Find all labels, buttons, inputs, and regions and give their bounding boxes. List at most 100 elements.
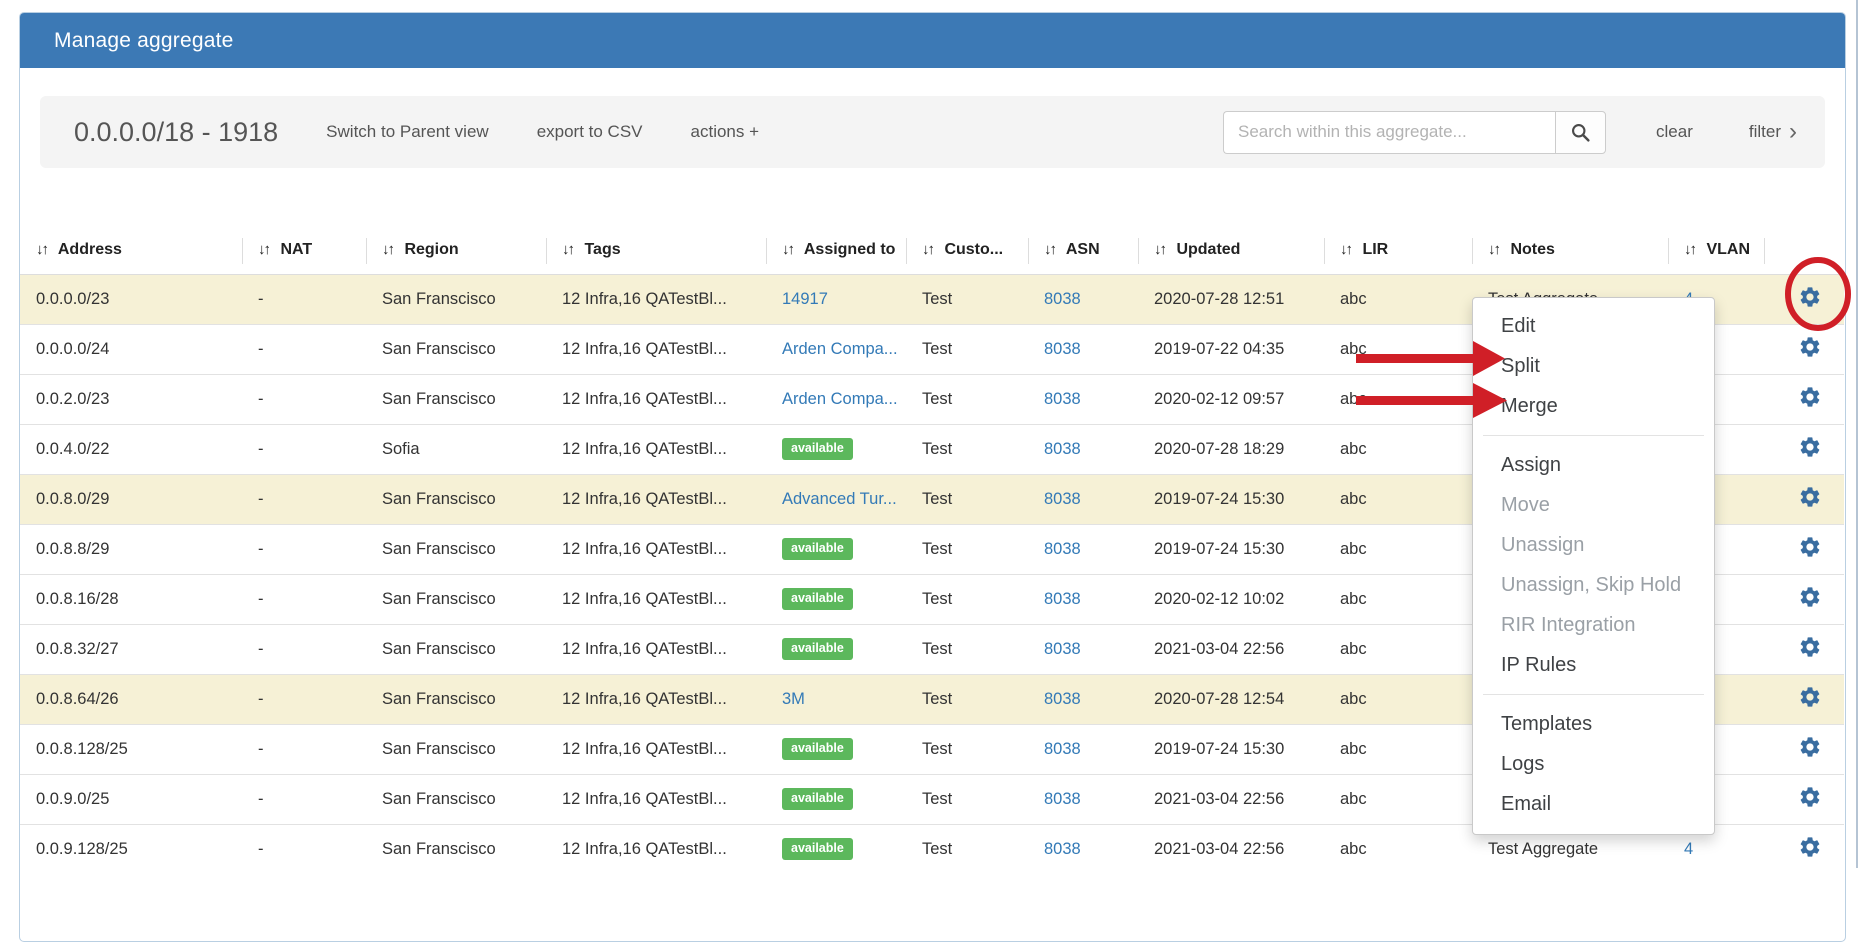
menu-item-email[interactable]: Email: [1501, 793, 1552, 815]
cell-region: San Franscisco: [366, 373, 546, 424]
assigned-to-link[interactable]: Advanced Tur...: [782, 489, 897, 508]
assigned-to-link[interactable]: 14917: [782, 289, 828, 308]
row-settings-gear-icon[interactable]: [1798, 685, 1822, 709]
asn-link[interactable]: 8038: [1044, 389, 1081, 408]
column-header-lir[interactable]: ↓↑ LIR: [1324, 227, 1472, 275]
asn-link[interactable]: 8038: [1044, 539, 1081, 558]
row-settings-gear-icon[interactable]: [1798, 385, 1822, 409]
chevron-right-icon: ›: [1789, 118, 1797, 145]
column-label: Custo...: [944, 241, 1004, 259]
actions-menu-button[interactable]: actions +: [690, 122, 760, 141]
row-settings-gear-icon[interactable]: [1798, 285, 1822, 309]
column-header-tags[interactable]: ↓↑ Tags: [546, 227, 766, 275]
cell-asn: 8038: [1028, 423, 1138, 474]
cell-lir: abc: [1324, 523, 1472, 574]
menu-item-ip-rules[interactable]: IP Rules: [1501, 654, 1577, 676]
export-csv-link[interactable]: export to CSV: [536, 122, 643, 141]
cell-actions: [1764, 623, 1844, 674]
row-settings-gear-icon[interactable]: [1798, 635, 1822, 659]
cell-address: 0.0.0.0/23: [20, 273, 242, 324]
search-button[interactable]: [1555, 110, 1607, 154]
menu-item-assign[interactable]: Assign: [1501, 454, 1562, 476]
asn-link[interactable]: 8038: [1044, 289, 1081, 308]
available-badge: available: [782, 738, 853, 760]
cell-updated: 2019-07-22 04:35: [1138, 323, 1324, 374]
available-badge: available: [782, 838, 853, 861]
column-header-notes[interactable]: ↓↑ Notes: [1472, 227, 1668, 275]
assigned-to-link[interactable]: Arden Compa...: [782, 389, 898, 408]
cell-address: 0.0.8.128/25: [20, 723, 242, 774]
table-row: 0.0.9.128/25- San Franscisco 12 Infra,16 Q…: [20, 823, 1844, 874]
cell-lir: abc: [1324, 723, 1472, 774]
menu-item-merge[interactable]: Merge: [1501, 395, 1558, 417]
asn-link[interactable]: 8038: [1044, 689, 1081, 708]
sort-icon: ↓↑: [922, 241, 935, 259]
asn-link[interactable]: 8038: [1044, 639, 1081, 658]
row-settings-gear-icon[interactable]: [1798, 535, 1822, 559]
cell-address: 0.0.8.64/26: [20, 673, 242, 724]
cell-nat: -: [242, 323, 366, 374]
clear-search-link[interactable]: clear: [1656, 122, 1693, 141]
asn-link[interactable]: 8038: [1044, 739, 1081, 758]
assigned-to-link[interactable]: Arden Compa...: [782, 339, 898, 358]
cell-region: San Franscisco: [366, 773, 546, 824]
row-settings-gear-icon[interactable]: [1798, 435, 1822, 459]
cell-nat: -: [242, 673, 366, 724]
row-settings-gear-icon[interactable]: [1798, 335, 1822, 359]
cell-tags: 12 Infra,16 QATestBl...: [546, 523, 766, 574]
row-settings-gear-icon[interactable]: [1798, 735, 1822, 759]
column-header-address[interactable]: ↓↑ Address: [20, 227, 242, 275]
column-header-assigned-to[interactable]: ↓↑ Assigned to: [766, 227, 906, 275]
cell-address: 0.0.9.0/25: [20, 773, 242, 824]
switch-parent-view-link[interactable]: Switch to Parent view: [326, 122, 489, 141]
row-settings-gear-icon[interactable]: [1798, 835, 1822, 859]
cell-customer: Test: [906, 373, 1028, 424]
column-header-nat[interactable]: ↓↑ NAT: [242, 227, 366, 275]
column-header-updated[interactable]: ↓↑ Updated: [1138, 227, 1324, 275]
column-header-vlan[interactable]: ↓↑ VLAN: [1668, 227, 1764, 275]
cell-tags: 12 Infra,16 QATestBl...: [546, 473, 766, 524]
column-label: ASN: [1065, 241, 1100, 259]
menu-item-rir-integration: RIR Integration: [1501, 614, 1636, 636]
cell-vlan: 4: [1668, 823, 1764, 874]
cell-customer: Test: [906, 723, 1028, 774]
row-settings-gear-icon[interactable]: [1798, 785, 1822, 809]
row-settings-gear-icon[interactable]: [1798, 585, 1822, 609]
asn-link[interactable]: 8038: [1044, 489, 1081, 508]
panel-header: Manage aggregate: [20, 13, 1845, 68]
column-header-customer[interactable]: ↓↑ Custo...: [906, 227, 1028, 275]
column-header-actions: [1764, 227, 1844, 275]
column-header-asn[interactable]: ↓↑ ASN: [1028, 227, 1138, 275]
column-header-region[interactable]: ↓↑ Region: [366, 227, 546, 275]
row-settings-gear-icon[interactable]: [1798, 485, 1822, 509]
vlan-link[interactable]: 4: [1684, 839, 1694, 858]
aggregate-label: 0.0.0.0/18 - 1918: [74, 116, 279, 147]
menu-item-edit[interactable]: Edit: [1501, 315, 1536, 337]
search-icon: [1572, 123, 1590, 142]
asn-link[interactable]: 8038: [1044, 789, 1081, 808]
cell-tags: 12 Infra,16 QATestBl...: [546, 773, 766, 824]
cell-actions: [1764, 423, 1844, 474]
asn-link[interactable]: 8038: [1044, 839, 1081, 858]
asn-link[interactable]: 8038: [1044, 589, 1081, 608]
asn-link[interactable]: 8038: [1044, 439, 1081, 458]
menu-item-unassign: Unassign: [1501, 534, 1585, 556]
menu-item-templates[interactable]: Templates: [1501, 713, 1593, 735]
cell-address: 0.0.0.0/24: [20, 323, 242, 374]
available-badge: available: [782, 538, 853, 560]
sort-icon: ↓↑: [1684, 241, 1697, 259]
column-label: Updated: [1176, 241, 1241, 259]
menu-item-logs[interactable]: Logs: [1501, 753, 1545, 775]
asn-link[interactable]: 8038: [1044, 339, 1081, 358]
menu-item-unassign-skip-hold: Unassign, Skip Hold: [1501, 574, 1682, 596]
cell-lir: abc: [1324, 573, 1472, 624]
cell-address: 0.0.8.32/27: [20, 623, 242, 674]
menu-item-split[interactable]: Split: [1501, 355, 1540, 377]
search-input[interactable]: [1223, 110, 1556, 154]
cell-region: San Franscisco: [366, 673, 546, 724]
cell-assigned-to: 3M: [766, 673, 906, 724]
assigned-to-link[interactable]: 3M: [782, 689, 805, 708]
cell-customer: Test: [906, 423, 1028, 474]
cell-lir: abc: [1324, 623, 1472, 674]
filter-link[interactable]: filter ›: [1749, 120, 1797, 144]
